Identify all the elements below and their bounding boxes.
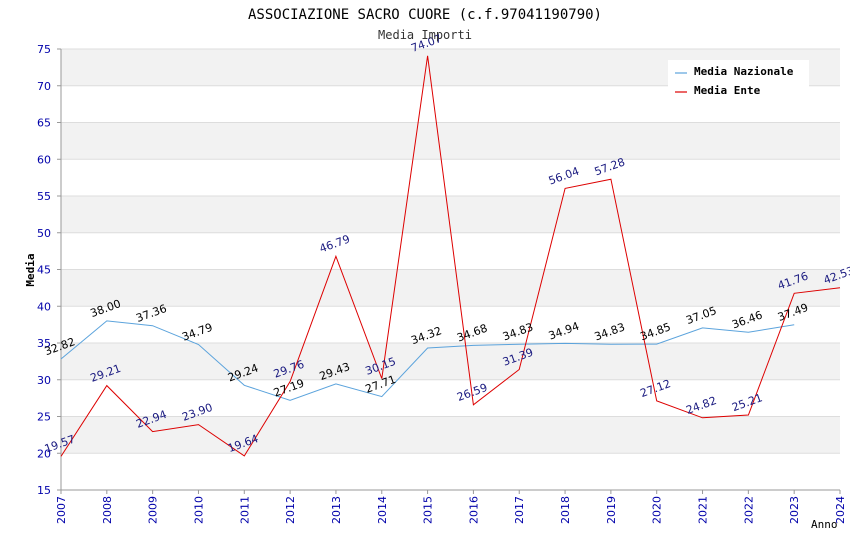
x-tick-label: 2022 <box>742 496 755 524</box>
y-tick-label: 75 <box>37 43 51 56</box>
axes <box>57 48 841 494</box>
y-tick-label: 60 <box>37 153 51 166</box>
x-axis-label: Anno <box>811 518 838 531</box>
grid-band <box>61 269 840 307</box>
series-lines <box>60 55 841 457</box>
x-tick-label: 2017 <box>513 496 526 524</box>
y-tick-label: 50 <box>37 227 51 240</box>
y-axis-label: Media <box>24 253 37 286</box>
y-tick-label: 65 <box>37 117 51 130</box>
x-tick-label: 2021 <box>697 496 710 524</box>
x-tick-label: 2018 <box>559 496 572 524</box>
x-tick-labels: 2007 2008 2009 2010 2011 2012 2013 2014 2015 2016… <box>55 496 847 524</box>
x-tick-label: 2013 <box>330 496 343 524</box>
x-tick-label: 2015 <box>422 496 435 524</box>
x-tick-label: 2019 <box>605 496 618 524</box>
y-tick-label: 45 <box>37 264 51 277</box>
legend-box <box>668 60 809 101</box>
x-tick-label: 2014 <box>376 496 389 524</box>
y-tick-label: 25 <box>37 411 51 424</box>
y-tick-label: 70 <box>37 80 51 93</box>
x-tick-label: 2012 <box>284 496 297 524</box>
y-tick-label: 40 <box>37 300 51 313</box>
x-tick-label: 2016 <box>467 496 480 524</box>
x-tick-label: 2009 <box>147 496 160 524</box>
x-tick-label: 2023 <box>788 496 801 524</box>
series-line-media-nazionale <box>60 320 795 401</box>
chart-title: ASSOCIAZIONE SACRO CUORE (c.f.9704119079… <box>248 7 602 23</box>
x-tick-label: 2010 <box>192 496 205 524</box>
grid-band <box>61 416 840 454</box>
legend-label-media-ente: Media Ente <box>694 84 761 97</box>
grid-band <box>61 122 840 160</box>
x-tick-label: 2024 <box>834 496 847 524</box>
grid-band <box>61 343 840 380</box>
x-tick-label: 2007 <box>55 496 68 524</box>
x-tick-label: 2011 <box>238 496 251 524</box>
legend-label-media-nazionale: Media Nazionale <box>694 65 794 78</box>
series-line-media-ente <box>60 55 841 457</box>
y-tick-labels: 15 20 25 30 35 40 45 50 55 60 65 70 75 <box>37 43 51 497</box>
x-tick-label: 2020 <box>651 496 664 524</box>
x-tick-label: 2008 <box>101 496 114 524</box>
y-tick-label: 15 <box>37 484 51 497</box>
y-tick-label: 20 <box>37 447 51 460</box>
y-tick-label: 55 <box>37 190 51 203</box>
grid-bands <box>61 49 840 454</box>
legend: Media Nazionale Media Ente <box>668 60 809 101</box>
y-tick-label: 30 <box>37 374 51 387</box>
y-tick-label: 35 <box>37 337 51 350</box>
chart-subtitle: Media Importi <box>378 28 472 42</box>
